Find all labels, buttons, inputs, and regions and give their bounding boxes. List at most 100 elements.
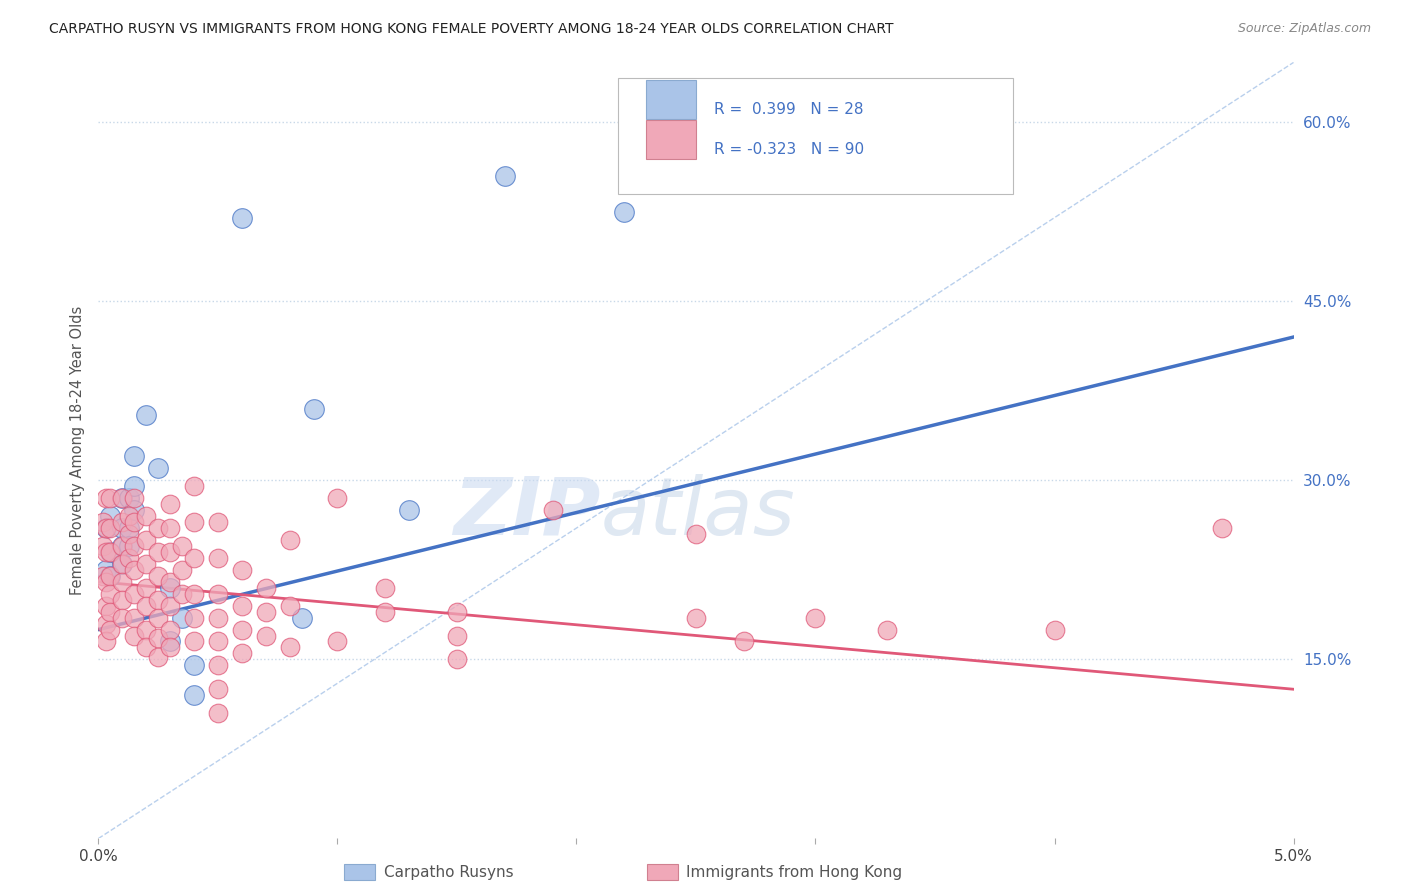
Point [159,599,181,613]
Point [111,592,134,607]
Point [374,581,396,595]
Point [231,211,253,225]
Point [91,515,114,529]
Point [124,491,146,506]
Point [207,610,229,624]
Point [135,408,157,422]
Point [398,503,420,517]
Point [124,563,146,577]
Point [135,509,157,524]
Text: ZIP: ZIP [453,474,600,551]
Point [135,623,157,637]
Point [1043,623,1066,637]
Point [98,491,122,506]
Point [94,634,117,648]
Point [685,610,707,624]
Text: R = -0.323   N = 90: R = -0.323 N = 90 [714,142,865,157]
Text: Immigrants from Hong Kong: Immigrants from Hong Kong [686,865,903,880]
Point [159,634,181,648]
Point [98,545,122,559]
Point [183,587,205,601]
Point [124,503,146,517]
Point [91,539,114,553]
Point [172,587,194,601]
Point [231,563,253,577]
Point [98,521,122,535]
Point [124,479,146,493]
Point [98,623,122,637]
Point [254,605,277,619]
Point [111,557,134,571]
Text: CARPATHO RUSYN VS IMMIGRANTS FROM HONG KONG FEMALE POVERTY AMONG 18-24 YEAR OLDS: CARPATHO RUSYN VS IMMIGRANTS FROM HONG K… [49,22,894,37]
Point [98,569,122,583]
Point [135,581,157,595]
Point [159,640,181,655]
Point [159,574,181,589]
Point [804,610,827,624]
Point [98,605,122,619]
Point [111,515,134,529]
Point [172,563,194,577]
Point [98,509,122,524]
Y-axis label: Female Poverty Among 18-24 Year Olds: Female Poverty Among 18-24 Year Olds [69,306,84,595]
Point [124,515,146,529]
Point [111,539,134,553]
Point [148,610,170,624]
Point [183,479,205,493]
Point [183,550,205,565]
Point [91,569,114,583]
Point [231,647,253,661]
Point [302,401,325,416]
Point [124,587,146,601]
Point [541,503,564,517]
Point [159,581,181,595]
Point [94,521,117,535]
Point [94,521,117,535]
Point [876,623,898,637]
Point [207,587,229,601]
Point [118,539,141,553]
Point [111,539,134,553]
Point [98,569,122,583]
Point [118,491,141,506]
Point [446,605,468,619]
Point [118,521,141,535]
Text: atlas: atlas [600,474,796,551]
Point [148,545,170,559]
Point [733,634,755,648]
Point [148,521,170,535]
Point [135,557,157,571]
Point [613,204,636,219]
Point [118,509,141,524]
Point [326,634,349,648]
Point [685,527,707,541]
Point [254,581,277,595]
Point [278,533,301,547]
Point [207,658,229,673]
Point [159,521,181,535]
Point [172,539,194,553]
FancyBboxPatch shape [645,120,696,160]
Point [231,599,253,613]
Point [183,515,205,529]
Point [148,631,170,645]
Point [124,450,146,464]
Point [1211,521,1233,535]
Point [124,628,146,642]
Point [326,491,349,506]
Point [135,599,157,613]
Point [446,628,468,642]
Point [374,605,396,619]
Point [148,592,170,607]
Point [148,650,170,665]
Point [207,706,229,720]
Text: Source: ZipAtlas.com: Source: ZipAtlas.com [1237,22,1371,36]
Point [207,515,229,529]
FancyBboxPatch shape [619,78,1012,194]
Point [494,169,516,183]
Point [98,587,122,601]
Point [94,599,117,613]
Point [124,539,146,553]
Point [446,652,468,666]
FancyBboxPatch shape [645,80,696,120]
